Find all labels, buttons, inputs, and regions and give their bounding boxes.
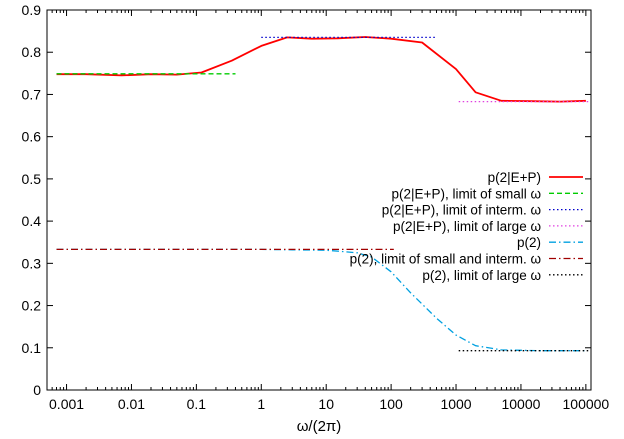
x-tick-label: 0.01 [118,396,145,412]
legend-label-1: p(2|E+P), limit of small ω [392,186,541,201]
legend: p(2|E+P)p(2|E+P), limit of small ω p(2|E+… [350,170,583,283]
x-tick-label: 10000 [501,396,540,412]
y-tick-label: 0.7 [22,86,42,102]
legend-label-6: p(2), limit of large ω [422,268,541,283]
series-layer [56,36,589,352]
legend-label-2: p(2|E+P), limit of interm. ω [382,203,541,218]
series-line-0 [56,36,586,103]
legend-label-5: p(2), limit of small and interm. ω [350,252,541,267]
x-tick-label: 1000 [440,396,471,412]
legend-label-4: p(2) [517,235,541,250]
y-tick-label: 0 [33,382,41,398]
x-tick-label: 1 [257,396,265,412]
y-tick-label: 0.3 [22,255,42,271]
y-tick-label: 0.6 [22,129,42,145]
y-tick-label: 0.4 [22,213,42,229]
y-tick-label: 0.5 [22,171,42,187]
legend-label-3: p(2|E+P), limit of large ω [393,219,541,234]
y-tick-label: 0.2 [22,298,42,314]
x-axis-label: ω/(2π) [297,418,342,435]
x-tick-label: 100000 [563,396,610,412]
y-tick-label: 0.8 [22,44,42,60]
x-tick-label: 10 [318,396,334,412]
y-tick-label: 0.1 [22,340,42,356]
axis-ticks: 0 0.1 0.2 0.3 0.4 0.5 0.6 0.7 0.8 0.9 0.001 0.01 0.1… [22,2,610,412]
x-tick-label: 0.001 [49,396,84,412]
y-tick-label: 0.9 [22,2,42,18]
x-tick-label: 0.1 [187,396,207,412]
legend-label-0: p(2|E+P) [488,170,541,185]
plot-frame [46,9,592,391]
x-tick-label: 100 [379,396,403,412]
